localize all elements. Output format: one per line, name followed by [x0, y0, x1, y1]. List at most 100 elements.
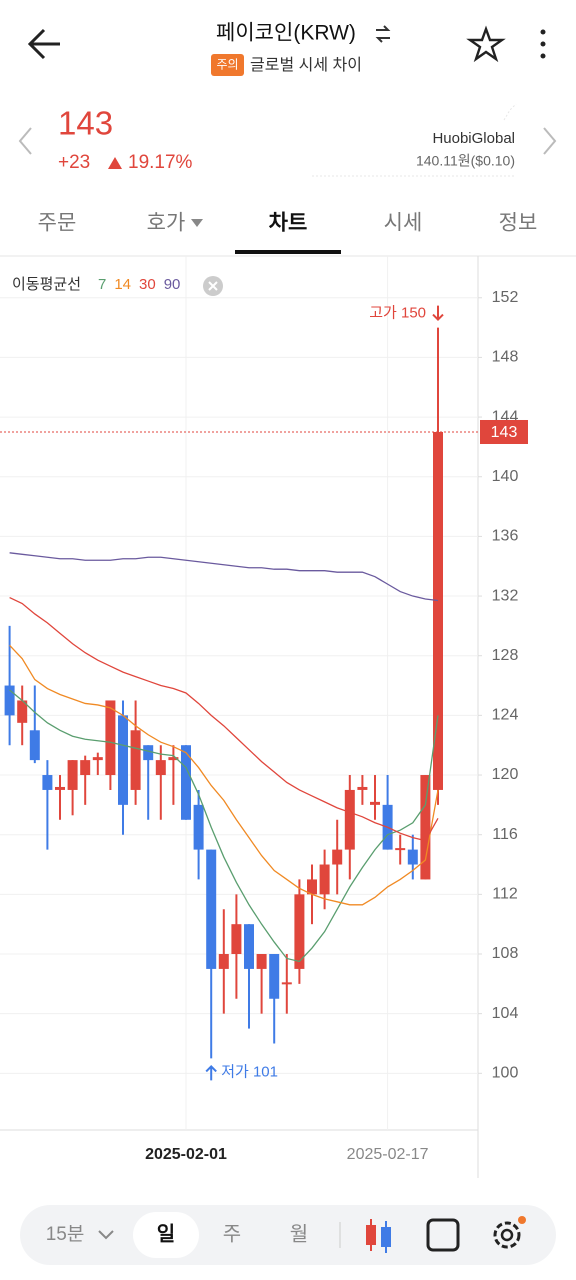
tab-bar: 주문 호가 차트 시세 정보 — [38, 212, 538, 235]
y-tick-label: 140 — [492, 468, 519, 485]
exchange-name: HuobiGlobal — [432, 130, 515, 147]
legend-entry: 90 — [164, 276, 181, 293]
dropdown-caret — [191, 219, 203, 227]
active-period — [133, 1212, 199, 1258]
tab[interactable]: 호가 — [147, 212, 186, 235]
candle-body — [55, 786, 65, 790]
candle-body — [143, 745, 154, 761]
price-change: +23 — [58, 152, 90, 173]
period-button[interactable]: 주 — [223, 1223, 241, 1245]
moving-average-line — [9, 596, 439, 842]
legend-close-x — [208, 281, 218, 291]
interval-selector[interactable]: 15분 — [46, 1224, 85, 1245]
candle-body — [256, 954, 267, 969]
period-button[interactable]: 월 — [290, 1222, 308, 1245]
candle-body — [67, 760, 78, 790]
candle-body — [231, 924, 242, 955]
more-button[interactable] — [540, 29, 546, 59]
settings-button[interactable] — [493, 1216, 526, 1249]
moving-average-line — [9, 689, 439, 963]
x-tick-label: 2025-02-01 — [145, 1146, 227, 1163]
legend-title: 이동평균선 — [12, 276, 81, 293]
candle-body — [105, 700, 116, 776]
tab[interactable]: 시세 — [384, 212, 423, 235]
legend: 7 14 30 90 — [98, 276, 180, 293]
toolbar — [20, 1205, 556, 1265]
favorite-button[interactable] — [466, 25, 506, 63]
candle-body — [269, 954, 280, 999]
candle-body — [92, 757, 103, 761]
candle-type-button[interactable] — [366, 1219, 391, 1253]
current-price: 143 — [58, 105, 113, 142]
coin-title: 페이코인(KRW) — [216, 22, 356, 45]
last-price-label: 143 — [491, 424, 518, 441]
candle-body — [168, 757, 179, 761]
reference-price: 140.11원($0.10) — [416, 153, 515, 169]
active-tab-indicator — [235, 250, 341, 254]
candle-body — [17, 700, 28, 723]
candle-body — [332, 849, 343, 865]
candle-body — [118, 715, 128, 805]
fullscreen-button[interactable] — [426, 1218, 460, 1252]
x-tick-label: 2025-02-17 — [347, 1146, 429, 1163]
candle-body — [218, 954, 229, 969]
y-tick-label: 108 — [492, 945, 519, 962]
candle-body — [294, 894, 305, 969]
candle-body — [407, 849, 418, 865]
candle-body — [307, 879, 317, 895]
warning-badge — [211, 54, 244, 76]
plot-area — [0, 256, 482, 1130]
y-tick-label: 132 — [492, 587, 519, 604]
candle-body — [80, 760, 91, 776]
low-arrow — [205, 1064, 217, 1081]
candle-body — [433, 431, 443, 790]
candle-body — [29, 730, 40, 761]
moving-average-line — [9, 552, 439, 602]
interval-chevron — [98, 1230, 114, 1240]
up-arrow — [108, 157, 122, 169]
moving-average-line — [9, 644, 439, 906]
legend-entry: 30 — [139, 276, 156, 293]
candle-body — [206, 849, 217, 969]
candle-body — [395, 848, 406, 851]
subtitle: 글로벌 시세 차이 — [250, 56, 362, 74]
tab[interactable]: 정보 — [499, 212, 538, 235]
candle-body — [181, 745, 191, 820]
tab[interactable]: 차트 — [269, 212, 308, 235]
candle-body — [370, 801, 380, 805]
candle-body — [4, 685, 15, 716]
candle-body — [155, 760, 166, 776]
next-button[interactable] — [543, 127, 557, 155]
y-tick-label: 104 — [492, 1005, 519, 1022]
y-tick-label: 148 — [492, 349, 519, 366]
y-tick-label: 120 — [492, 766, 519, 783]
last-price-tag — [480, 419, 528, 444]
candle-body — [130, 730, 141, 790]
y-tick-label: 128 — [492, 647, 519, 664]
candle-body — [344, 789, 355, 850]
y-tick-label: 124 — [492, 707, 519, 724]
y-tick-label: 152 — [492, 289, 519, 306]
period-button[interactable]: 일 — [157, 1222, 175, 1245]
low-annotation: 저가 101 — [221, 1063, 278, 1080]
candle-body — [193, 804, 204, 850]
y-tick-label: 100 — [492, 1065, 519, 1082]
price-change-pct: 19.17% — [128, 152, 193, 173]
sparkline — [312, 103, 517, 177]
back-button[interactable] — [27, 28, 60, 60]
warning-badge-text: 주의 — [216, 58, 238, 72]
tab[interactable]: 주문 — [38, 212, 77, 235]
candle-body — [244, 924, 254, 969]
high-arrow — [432, 305, 444, 322]
prev-button[interactable] — [18, 127, 32, 155]
y-tick-label: 116 — [492, 826, 518, 843]
candle-body — [357, 786, 368, 790]
candle-body — [420, 775, 431, 880]
legend-entry: 7 — [98, 276, 106, 293]
swap-icon[interactable] — [375, 25, 391, 43]
y-tick-label: 136 — [492, 528, 519, 545]
y-tick-label: 112 — [492, 886, 518, 903]
